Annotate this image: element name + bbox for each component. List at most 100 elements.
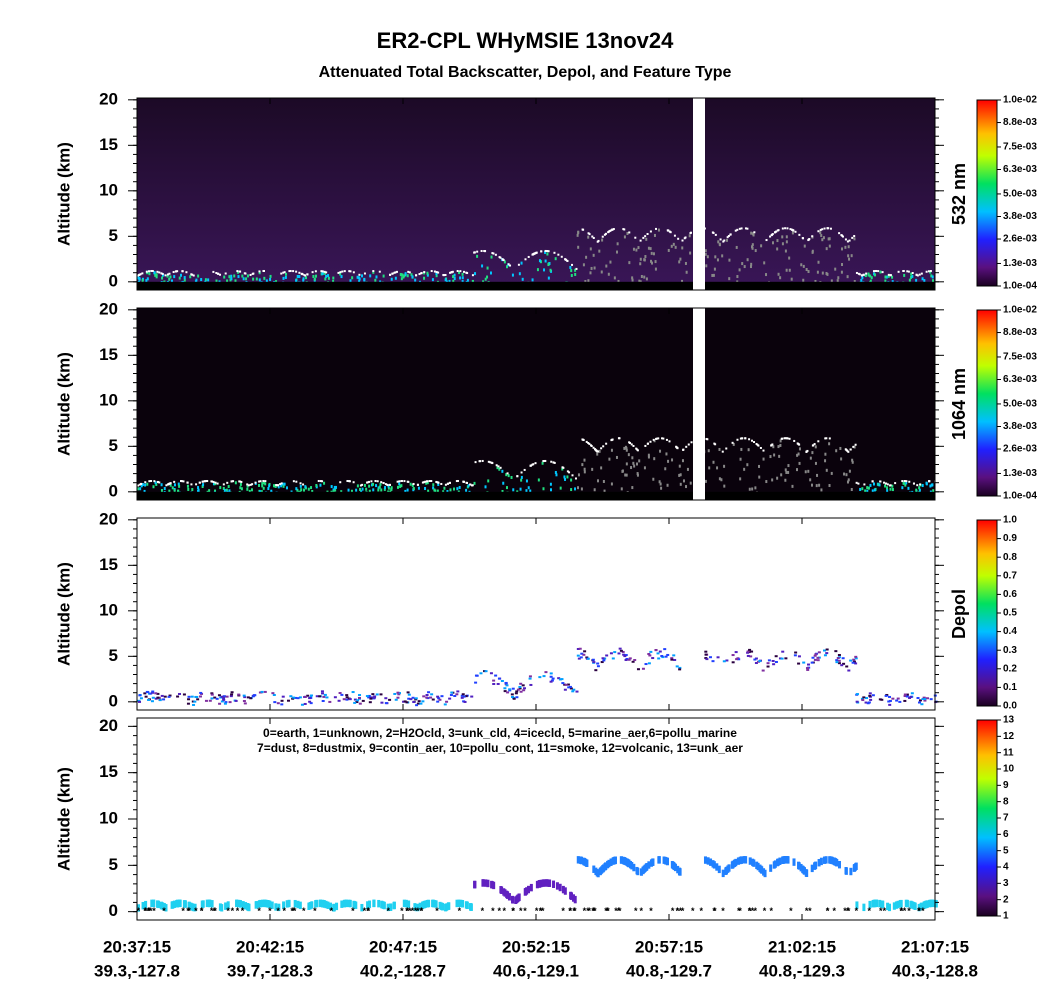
backscatter-pixel [355, 488, 358, 492]
feature-pixel [441, 903, 445, 911]
cloud-top [883, 481, 886, 484]
cloud-top [792, 229, 795, 232]
backscatter-pixel [223, 275, 226, 279]
depol-pixel [308, 700, 312, 703]
feature-pixel [274, 903, 278, 911]
backscatter-pixel [776, 247, 779, 251]
feature-pixel [224, 902, 228, 910]
cloud-top [753, 231, 756, 234]
backscatter-pixel [554, 470, 557, 474]
backscatter-pixel [177, 482, 180, 486]
backscatter-pixel [830, 279, 833, 283]
feature-pixel [922, 901, 926, 909]
depol-pixel [594, 669, 598, 672]
earth-marker: * [408, 906, 412, 916]
backscatter-pixel [597, 479, 600, 483]
earth-marker: * [406, 906, 410, 916]
depol-pixel [156, 692, 160, 695]
backscatter-pixel [255, 277, 258, 281]
backscatter-pixel [465, 488, 468, 492]
cloud-top [148, 270, 151, 273]
cloud-top [491, 252, 494, 255]
depol-pixel [210, 693, 214, 696]
depol-pixel [516, 688, 520, 691]
backscatter-pixel [204, 278, 207, 282]
backscatter-pixel [609, 260, 612, 264]
depol-pixel [445, 700, 449, 703]
depol-pixel [771, 659, 775, 662]
backscatter-pixel [375, 484, 378, 488]
cloud-top [687, 443, 690, 446]
cloud-top [279, 483, 282, 486]
earth-marker: * [699, 906, 703, 916]
cloud-top [610, 439, 613, 442]
backscatter-pixel [307, 487, 310, 491]
feature-pixel [619, 856, 623, 864]
cloud-top [652, 438, 655, 441]
feature-pixel [909, 900, 913, 909]
cloud-top [238, 270, 241, 273]
depol-pixel [384, 702, 388, 705]
backscatter-pixel [621, 469, 624, 473]
cloud-top [303, 274, 306, 277]
backscatter-pixel [372, 270, 375, 274]
backscatter-pixel [171, 486, 174, 490]
cloud-top [456, 479, 459, 482]
feature-pixel [270, 901, 274, 909]
cloud-top [759, 446, 762, 449]
depol-pixel [749, 655, 753, 658]
backscatter-pixel [721, 254, 724, 258]
depol-pixel [575, 690, 579, 693]
cloud-top [739, 437, 742, 440]
backscatter-pixel [751, 246, 754, 250]
depol-pixel [430, 693, 434, 696]
earth-marker: * [826, 906, 830, 916]
depol-pixel [854, 655, 858, 658]
backscatter-pixel [498, 467, 501, 471]
cloud-top [437, 271, 440, 274]
depol-pixel [421, 700, 425, 703]
cloud-top [858, 273, 861, 276]
earth-marker: * [147, 906, 151, 916]
cloud-top [339, 481, 342, 484]
cloud-top [473, 251, 476, 254]
depol-pixel [177, 692, 181, 695]
backscatter-pixel [689, 481, 692, 485]
backscatter-pixel [608, 457, 611, 461]
backscatter-pixel [751, 232, 754, 236]
feature-pixel [558, 883, 562, 892]
cloud-top [380, 481, 383, 484]
depol-pixel [294, 696, 298, 699]
depol-pixel [641, 667, 645, 670]
cloud-top [813, 443, 816, 446]
backscatter-pixel [728, 277, 731, 281]
feature-pixel [296, 900, 300, 909]
cloud-top [164, 274, 167, 277]
depol-pixel [320, 690, 324, 693]
earth-marker: * [181, 906, 185, 916]
depol-pixel [887, 700, 891, 703]
backscatter-pixel [230, 274, 233, 278]
backscatter-pixel [577, 245, 580, 249]
earth-marker: * [257, 906, 261, 916]
backscatter-pixel [610, 482, 613, 486]
x-tick-label: 21:02:15 [768, 937, 836, 956]
backscatter-pixel [323, 271, 326, 275]
depol-pixel [208, 699, 212, 702]
backscatter-pixel [324, 277, 327, 281]
depol-pixel [292, 696, 296, 699]
depol-pixel [895, 699, 899, 702]
cloud-top [359, 484, 362, 487]
feature-pixel [778, 857, 782, 865]
backscatter-pixel [356, 484, 359, 488]
earth-marker: * [867, 906, 871, 916]
feature-pixel [875, 899, 879, 908]
depol-pixel [160, 694, 164, 697]
depol-pixel [731, 661, 735, 664]
depol-pixel [836, 657, 840, 660]
depol-pixel [338, 692, 342, 695]
backscatter-pixel [240, 487, 243, 491]
earth-marker: * [186, 906, 190, 916]
depol-pixel [636, 668, 640, 671]
depol-pixel [866, 702, 870, 705]
